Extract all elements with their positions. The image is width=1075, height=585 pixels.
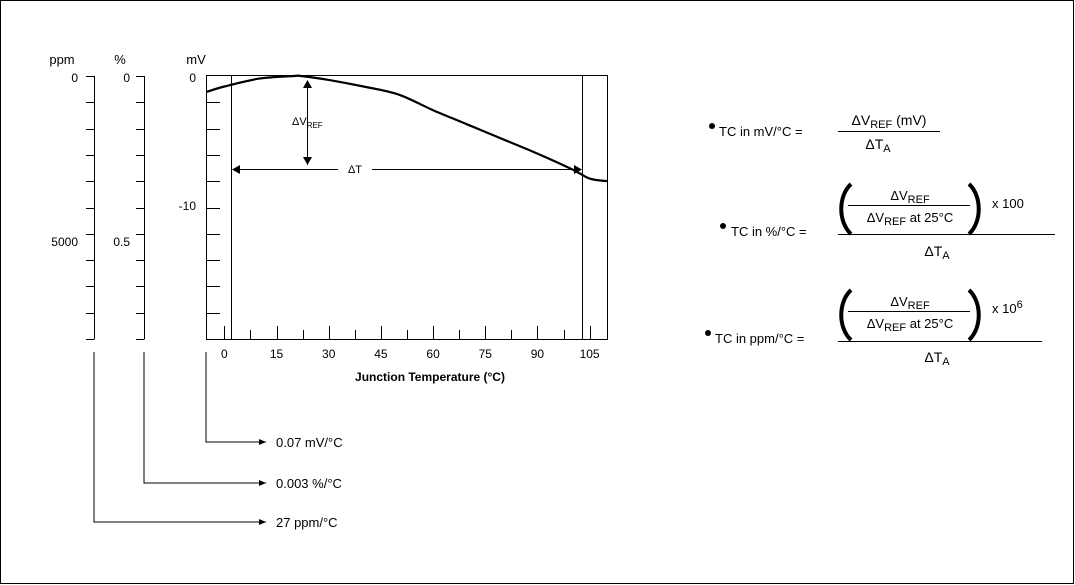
formula-ppm-lhs: TC in ppm/°C =: [715, 331, 804, 346]
x-tick-label: 15: [270, 347, 284, 361]
x-tick-label: 75: [479, 347, 493, 361]
formula-mv-numerator: ΔVREF (mV): [852, 112, 927, 131]
ppm-result-text: 27 ppm/°C: [276, 515, 338, 530]
mv-axis: [207, 102, 220, 314]
paren-right: [967, 182, 981, 236]
formula-pct-inner-denominator: ΔVREF at 25°C: [867, 210, 953, 228]
x-tick-label: 30: [322, 347, 336, 361]
pct-tick-0: 0: [123, 71, 130, 85]
mv-unit-label: mV: [186, 52, 206, 67]
paren-left: [839, 288, 853, 342]
formula-ppm-inner-numerator: ΔVREF: [890, 294, 930, 312]
paren-left: [839, 182, 853, 236]
paren-right: [967, 288, 981, 342]
formula-pct-multiplier: x 100: [992, 196, 1024, 211]
mv-tick-neg10: -10: [179, 199, 197, 213]
delta-t-arrow-right: [574, 165, 582, 174]
mv-result-text: 0.07 mV/°C: [276, 435, 343, 450]
x-tick-label: 105: [580, 347, 600, 361]
x-tick-label: 60: [426, 347, 440, 361]
formula-mv: TC in mV/°C = ΔVREF (mV) ΔTA: [709, 112, 940, 155]
formula-pct-lhs: TC in %/°C =: [731, 224, 807, 239]
formula-ppm-inner-denominator: ΔVREF at 25°C: [867, 316, 953, 334]
ppm-tick-5000: 5000: [51, 235, 78, 249]
formula-ppm: TC in ppm/°C = ΔVREF ΔVREF at 25°C x 106…: [705, 288, 1042, 368]
formula-pct-denominator: ΔTA: [924, 243, 950, 262]
x-tick-label: 45: [374, 347, 388, 361]
x-axis-title: Junction Temperature (°C): [355, 370, 505, 384]
formula-mv-lhs: TC in mV/°C =: [719, 124, 803, 139]
x-tick-label: 90: [531, 347, 545, 361]
ppm-tick-0: 0: [71, 71, 78, 85]
ppm-result-leader: [93, 352, 266, 525]
pct-axis: [136, 76, 145, 340]
formula-ppm-denominator: ΔTA: [924, 349, 950, 368]
x-axis-ticks: [224, 326, 591, 339]
ppm-unit-label: ppm: [49, 52, 74, 67]
pct-tick-0-5: 0.5: [113, 235, 130, 249]
mv-tick-0: 0: [189, 71, 196, 85]
bullet: [709, 123, 715, 129]
delta-t-label: ΔT: [348, 164, 362, 176]
pct-result-text: 0.003 %/°C: [276, 476, 342, 491]
formula-pct-inner-numerator: ΔVREF: [890, 188, 930, 206]
formula-mv-denominator: ΔTA: [865, 136, 891, 155]
delta-vref-label: ΔVREF: [292, 116, 323, 130]
bullet: [705, 330, 711, 336]
mv-result-leader: [205, 352, 266, 445]
vref-curve: [206, 74, 608, 183]
delta-vref-arrow-up: [303, 80, 312, 88]
pct-unit-label: %: [114, 52, 126, 67]
formula-pct: TC in %/°C = ΔVREF ΔVREF at 25°C x 100 Δ…: [720, 182, 1055, 262]
bullet: [720, 223, 726, 229]
formula-ppm-multiplier: x 106: [992, 299, 1023, 316]
plot-frame: [206, 75, 608, 340]
ppm-axis: [86, 76, 95, 340]
delta-vref-arrow-down: [303, 157, 312, 165]
x-tick-label: 0: [221, 347, 228, 361]
pct-result-leader: [143, 352, 266, 486]
delta-t-arrow-left: [232, 165, 240, 174]
x-axis-labels: 0 15 30 45 60 75 90 105: [221, 347, 600, 361]
